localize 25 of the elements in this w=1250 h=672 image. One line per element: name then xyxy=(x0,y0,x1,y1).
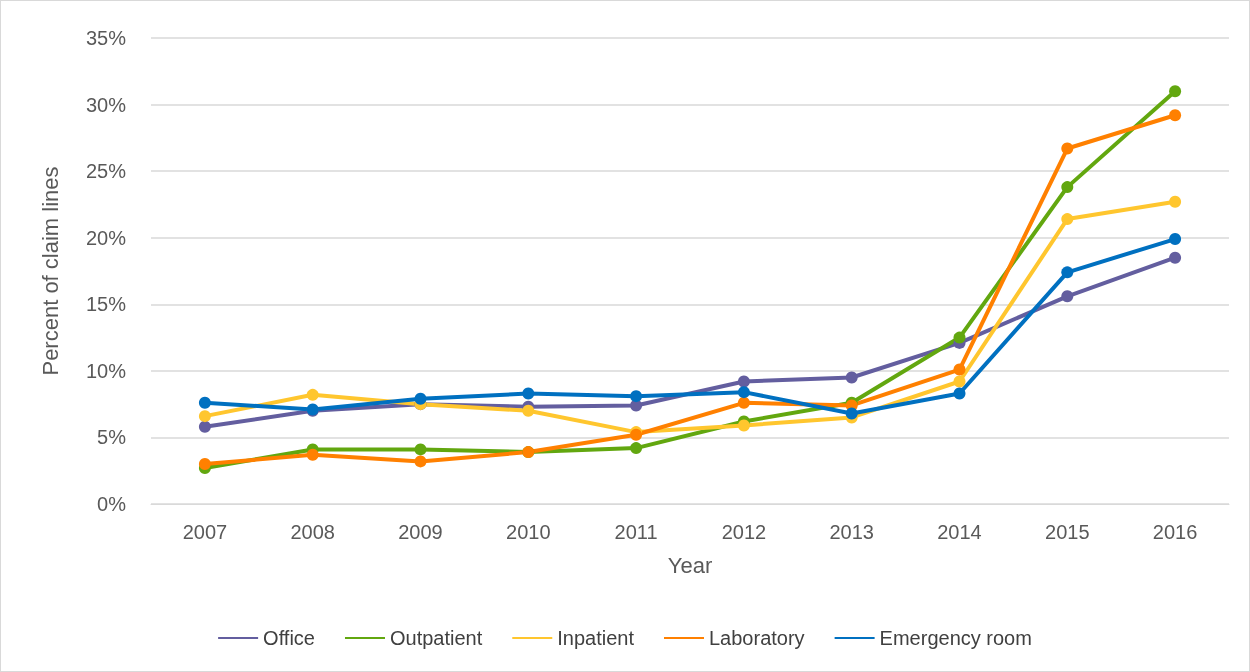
y-tick-label: 35% xyxy=(85,27,127,49)
x-axis-title: Year xyxy=(667,552,713,578)
y-axis-title: Percent of claim lines xyxy=(37,166,63,376)
legend-label: Laboratory xyxy=(709,627,805,649)
y-tick-label: 30% xyxy=(85,93,127,116)
x-tick-label: 2013 xyxy=(829,521,874,543)
x-tick-label: 2015 xyxy=(1045,521,1090,543)
y-tick-label: 20% xyxy=(85,226,127,249)
y-tick-label: 15% xyxy=(85,293,127,316)
x-tick-label: 2012 xyxy=(721,521,767,543)
legend-label: Office xyxy=(263,627,315,649)
legend-label: Inpatient xyxy=(557,627,635,649)
x-tick-label: 2014 xyxy=(937,521,982,543)
x-tick-label: 2007 xyxy=(182,521,228,543)
legend-label: Emergency room xyxy=(879,627,1032,649)
legend-label: Outpatient xyxy=(389,627,483,649)
y-tick-label: 10% xyxy=(85,359,127,382)
y-tick-label: 25% xyxy=(85,160,127,183)
x-tick-label: 2011 xyxy=(614,521,658,543)
x-tick-label: 2009 xyxy=(398,521,443,543)
x-tick-label: 2008 xyxy=(290,521,335,543)
x-tick-label: 2016 xyxy=(1152,521,1198,543)
y-tick-label: 0% xyxy=(97,493,127,515)
y-tick-label: 5% xyxy=(97,426,127,449)
x-tick-label: 2010 xyxy=(506,521,551,543)
